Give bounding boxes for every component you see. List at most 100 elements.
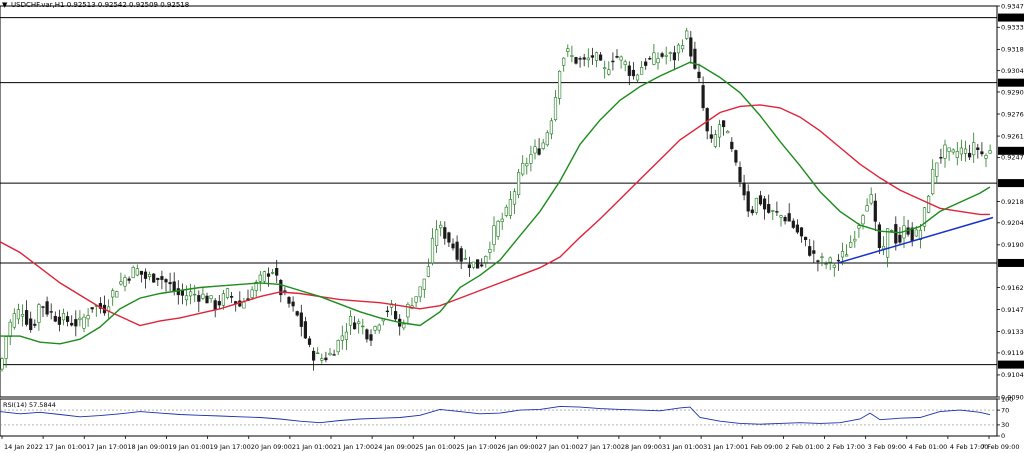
time-tick-label: 28 Jan 09:00 bbox=[621, 443, 662, 451]
candle-body bbox=[307, 338, 312, 345]
candle-body bbox=[463, 258, 467, 260]
candle-body bbox=[0, 358, 4, 370]
candle-body bbox=[45, 301, 49, 315]
candle-body bbox=[291, 301, 295, 307]
horizontal-levels bbox=[0, 17, 997, 366]
level-price-tag bbox=[998, 13, 1024, 22]
candle-body bbox=[746, 191, 750, 212]
candle-body bbox=[717, 124, 722, 138]
candle-body bbox=[660, 53, 664, 57]
candle-body bbox=[529, 154, 533, 164]
ma-fast-line bbox=[0, 61, 991, 345]
candle-body bbox=[857, 225, 861, 229]
time-tick-label: 21 Jan 17:00 bbox=[333, 443, 374, 451]
candle-body bbox=[594, 52, 599, 61]
rsi-axis: 100 70 30 0 bbox=[997, 395, 1013, 440]
candle-body bbox=[131, 267, 135, 279]
price-tick-label: 0.92045 bbox=[1001, 219, 1024, 227]
candle-body bbox=[250, 289, 254, 298]
candle-body bbox=[779, 215, 783, 218]
candle-body bbox=[49, 311, 53, 313]
candle-body bbox=[783, 217, 787, 222]
candle-body bbox=[385, 310, 390, 313]
candle-body bbox=[324, 357, 328, 361]
candle-body bbox=[816, 260, 820, 262]
candle-body bbox=[795, 224, 799, 233]
candle-body bbox=[799, 227, 804, 237]
candle-body bbox=[82, 316, 86, 329]
support-trendline[interactable] bbox=[837, 216, 994, 264]
candle-body bbox=[4, 336, 8, 359]
candle-body bbox=[156, 277, 160, 280]
candle-body bbox=[693, 48, 697, 69]
candle-body bbox=[299, 312, 303, 327]
candle-body bbox=[471, 261, 476, 268]
candle-body bbox=[148, 274, 152, 277]
candle-body bbox=[119, 281, 123, 285]
candle-body bbox=[37, 304, 41, 323]
time-tick-label: 18 Jan 09:00 bbox=[127, 443, 168, 451]
candle-body bbox=[570, 55, 574, 57]
candle-body bbox=[451, 243, 455, 249]
candle-body bbox=[767, 204, 771, 213]
candle-body bbox=[734, 150, 738, 163]
candle-body bbox=[41, 306, 45, 308]
candle-body bbox=[955, 151, 959, 158]
candle-body bbox=[459, 248, 463, 262]
time-tick-label: 21 Jan 01:00 bbox=[292, 443, 333, 451]
candle-body bbox=[287, 297, 291, 304]
main-plot-area[interactable] bbox=[0, 5, 998, 398]
candle-body bbox=[885, 228, 890, 258]
candle-body bbox=[574, 57, 578, 64]
candle-body bbox=[66, 316, 70, 322]
time-tick-label: 17 Jan 01:00 bbox=[45, 443, 86, 451]
candle-body bbox=[762, 198, 767, 210]
candle-body bbox=[918, 229, 922, 241]
candle-body bbox=[533, 146, 537, 154]
candle-body bbox=[598, 54, 603, 61]
candle-body bbox=[254, 281, 258, 291]
price-tick-label: 0.93045 bbox=[1001, 67, 1024, 75]
candle-body bbox=[914, 229, 918, 237]
candle-body bbox=[656, 58, 660, 64]
candle-body bbox=[369, 334, 373, 341]
candle-body bbox=[258, 274, 262, 282]
candle-body bbox=[123, 277, 127, 287]
candle-body bbox=[406, 303, 410, 318]
candle-body bbox=[266, 273, 271, 277]
candle-body bbox=[365, 329, 369, 340]
candle-body bbox=[959, 147, 963, 155]
candle-body bbox=[566, 48, 570, 52]
price-tick-label: 0.92905 bbox=[1001, 88, 1024, 96]
candle-body bbox=[180, 290, 185, 296]
candle-body bbox=[402, 323, 406, 329]
candle-body bbox=[697, 71, 701, 78]
triangle-down-icon[interactable]: ▼ bbox=[2, 1, 8, 9]
candle-body bbox=[861, 215, 865, 225]
candle-body bbox=[562, 57, 566, 66]
candle-body bbox=[836, 259, 840, 262]
candle-body bbox=[984, 155, 988, 159]
rsi-tick-label: 30 bbox=[1001, 421, 1009, 429]
level-price-tag bbox=[998, 360, 1024, 369]
candle-body bbox=[615, 56, 619, 58]
candle-body bbox=[635, 74, 640, 81]
candle-body bbox=[484, 255, 488, 263]
rsi-plot-area[interactable] bbox=[0, 398, 998, 437]
rsi-line bbox=[0, 405, 991, 425]
candle-body bbox=[935, 162, 939, 177]
candle-body bbox=[812, 250, 816, 254]
candle-body bbox=[70, 322, 74, 326]
candle-body bbox=[303, 321, 308, 339]
candle-body bbox=[209, 295, 213, 300]
candle-body bbox=[631, 69, 635, 77]
candle-body bbox=[422, 278, 426, 290]
candle-body bbox=[160, 276, 164, 280]
candle-body bbox=[820, 256, 824, 258]
